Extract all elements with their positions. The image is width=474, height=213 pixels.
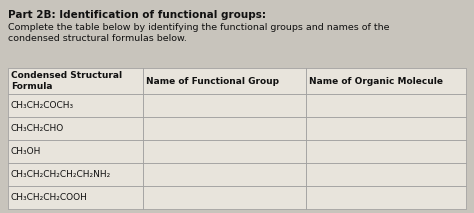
Bar bbox=[306, 140, 466, 163]
Text: CH₃CH₂CH₂CH₂CH₂NH₂: CH₃CH₂CH₂CH₂CH₂NH₂ bbox=[11, 170, 111, 179]
Bar bbox=[306, 163, 466, 186]
Text: CH₃CH₂COCH₃: CH₃CH₂COCH₃ bbox=[11, 101, 74, 110]
Bar bbox=[306, 186, 466, 209]
Text: Name of Organic Molecule: Name of Organic Molecule bbox=[309, 76, 443, 85]
Text: CH₃CH₂CHO: CH₃CH₂CHO bbox=[11, 124, 64, 133]
Bar bbox=[8, 163, 143, 186]
Text: Name of Functional Group: Name of Functional Group bbox=[146, 76, 279, 85]
Text: condensed structural formulas below.: condensed structural formulas below. bbox=[8, 34, 187, 43]
Bar bbox=[143, 94, 306, 117]
Bar bbox=[8, 68, 143, 94]
Bar bbox=[143, 117, 306, 140]
Bar bbox=[306, 117, 466, 140]
Bar bbox=[8, 186, 143, 209]
Bar bbox=[143, 186, 306, 209]
Bar bbox=[143, 163, 306, 186]
Text: Formula: Formula bbox=[11, 82, 53, 91]
Text: Complete the table below by identifying the functional groups and names of the: Complete the table below by identifying … bbox=[8, 23, 390, 32]
Bar bbox=[143, 68, 306, 94]
Bar bbox=[8, 117, 143, 140]
Bar bbox=[143, 140, 306, 163]
Text: Part 2B: Identification of functional groups:: Part 2B: Identification of functional gr… bbox=[8, 10, 266, 20]
Bar bbox=[8, 94, 143, 117]
Text: CH₃CH₂CH₂COOH: CH₃CH₂CH₂COOH bbox=[11, 193, 88, 202]
Bar bbox=[8, 140, 143, 163]
Bar bbox=[306, 68, 466, 94]
Bar bbox=[306, 94, 466, 117]
Text: CH₃OH: CH₃OH bbox=[11, 147, 41, 156]
Text: Condensed Structural: Condensed Structural bbox=[11, 71, 122, 80]
